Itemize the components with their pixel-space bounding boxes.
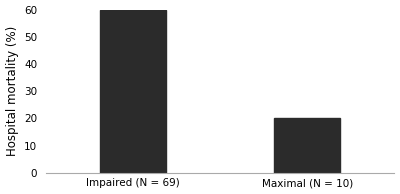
Bar <box>274 119 340 173</box>
Y-axis label: Hospital mortality (%): Hospital mortality (%) <box>6 26 18 156</box>
Bar <box>100 10 166 173</box>
